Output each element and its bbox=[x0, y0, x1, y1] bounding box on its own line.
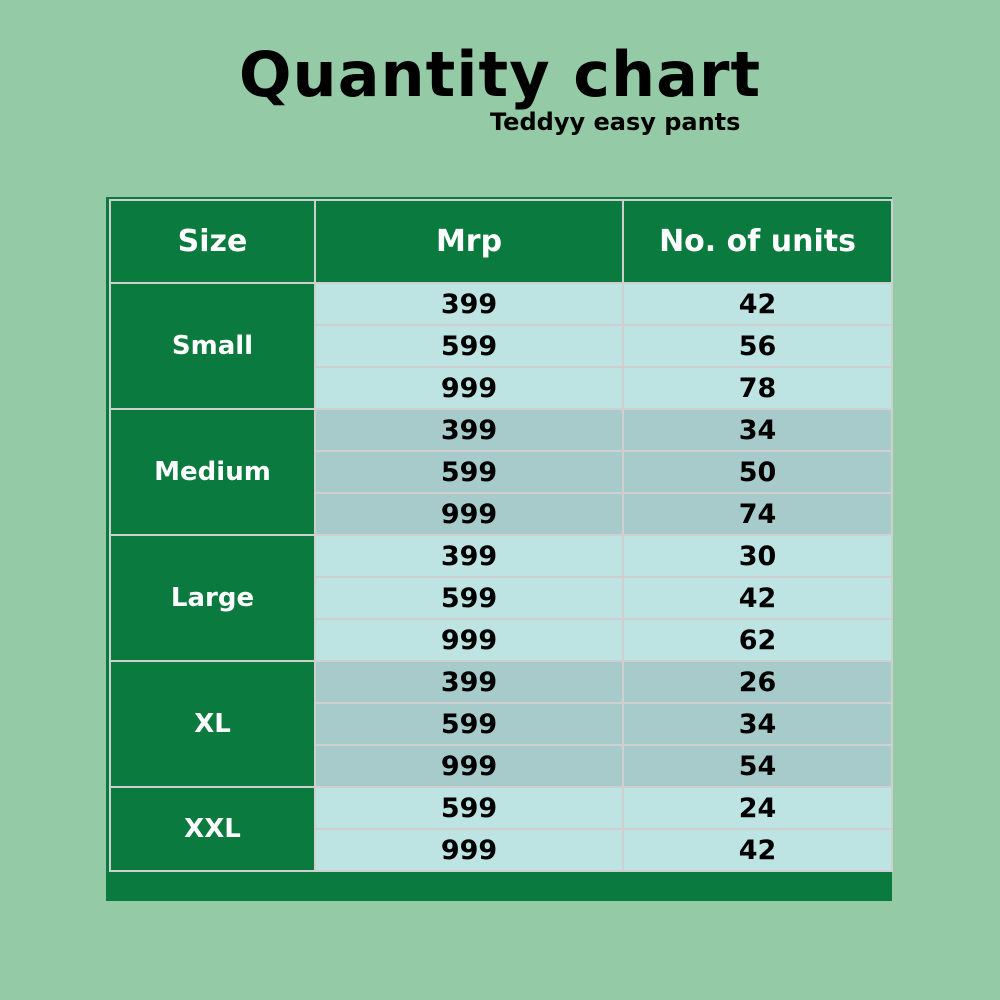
units-cell: 56 bbox=[622, 324, 893, 368]
table-row: XXL 599 24 bbox=[109, 786, 893, 872]
mrp-cell: 599 bbox=[314, 450, 624, 494]
mrp-cell: 999 bbox=[314, 492, 624, 536]
table-row: 999 42 bbox=[110, 828, 893, 872]
mrp-cell: 399 bbox=[314, 660, 624, 704]
table-row: 599 34 bbox=[110, 702, 893, 746]
header-size: Size bbox=[109, 199, 316, 284]
size-cell: XXL bbox=[109, 786, 316, 872]
units-cell: 30 bbox=[622, 534, 893, 578]
units-cell: 34 bbox=[622, 408, 893, 452]
size-cell: Small bbox=[109, 282, 316, 410]
table-row: 599 56 bbox=[110, 324, 893, 368]
mrp-cell: 999 bbox=[314, 828, 624, 872]
size-cell: Large bbox=[109, 534, 316, 662]
page-subtitle: Teddyy easy pants bbox=[490, 108, 741, 136]
table-row: XL 399 26 bbox=[109, 660, 893, 788]
table-row: 599 42 bbox=[110, 576, 893, 620]
mrp-cell: 599 bbox=[314, 786, 624, 830]
units-cell: 78 bbox=[622, 366, 893, 410]
size-cell: XL bbox=[109, 660, 316, 788]
units-cell: 34 bbox=[622, 702, 893, 746]
mrp-cell: 999 bbox=[314, 744, 624, 788]
table-row: 599 50 bbox=[110, 450, 893, 494]
size-cell: Medium bbox=[109, 408, 316, 536]
units-cell: 50 bbox=[622, 450, 893, 494]
table-row: 999 54 bbox=[110, 744, 893, 788]
mrp-cell: 599 bbox=[314, 576, 624, 620]
mrp-cell: 599 bbox=[314, 324, 624, 368]
units-cell: 42 bbox=[622, 576, 893, 620]
units-cell: 62 bbox=[622, 618, 893, 662]
units-cell: 24 bbox=[622, 786, 893, 830]
mrp-cell: 599 bbox=[314, 702, 624, 746]
units-cell: 42 bbox=[622, 828, 893, 872]
mrp-cell: 399 bbox=[314, 408, 624, 452]
table-row: Large 399 30 bbox=[109, 534, 893, 662]
table-row: Medium 399 34 bbox=[109, 408, 893, 536]
quantity-table: Size Mrp No. of units Small 399 42 599 56 999… bbox=[109, 199, 893, 872]
header-mrp: Mrp bbox=[314, 199, 624, 284]
table-row: Small 399 42 bbox=[109, 282, 893, 410]
units-cell: 26 bbox=[622, 660, 893, 704]
header-row: Size Mrp No. of units bbox=[109, 199, 893, 284]
table-row: 999 78 bbox=[110, 366, 893, 410]
units-cell: 54 bbox=[622, 744, 893, 788]
mrp-cell: 399 bbox=[314, 534, 624, 578]
header-units: No. of units bbox=[622, 199, 893, 284]
table-row: 999 74 bbox=[110, 492, 893, 536]
units-cell: 74 bbox=[622, 492, 893, 536]
mrp-cell: 399 bbox=[314, 282, 624, 326]
page-title: Quantity chart bbox=[238, 38, 762, 111]
table-row: 999 62 bbox=[110, 618, 893, 662]
mrp-cell: 999 bbox=[314, 366, 624, 410]
mrp-cell: 999 bbox=[314, 618, 624, 662]
units-cell: 42 bbox=[622, 282, 893, 326]
